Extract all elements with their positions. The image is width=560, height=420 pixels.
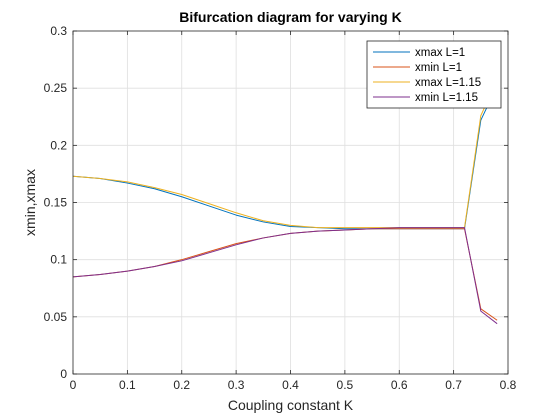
chart-title: Bifurcation diagram for varying K — [179, 9, 401, 25]
y-tick-label: 0.05 — [44, 310, 68, 324]
series-lines — [72, 79, 498, 325]
y-tick-label: 0.1 — [50, 253, 67, 267]
y-tick-label: 0.2 — [50, 138, 67, 152]
x-tick-label: 0.2 — [173, 378, 190, 392]
y-axis-label: xmin,xmax — [22, 169, 38, 236]
ticks — [72, 30, 509, 375]
y-tick-label: 0.3 — [50, 24, 67, 38]
y-tick-label: 0 — [60, 367, 67, 381]
legend-items: xmax L=1 xmin L=1 xmax L=1.15 xmin L=1.15 — [373, 47, 481, 104]
x-tick-label: 0.1 — [119, 378, 136, 392]
x-axis-label: Coupling constant K — [228, 397, 354, 413]
y-tick-labels: 0 0.05 0.1 0.15 0.2 0.25 0.3 — [44, 24, 68, 381]
legend: xmax L=1 xmin L=1 xmax L=1.15 xmin L=1.15 — [366, 40, 502, 109]
y-tick-label: 0.15 — [44, 196, 68, 210]
x-tick-label: 0.6 — [391, 378, 408, 392]
grid — [73, 31, 508, 374]
legend-label-2: xmin L=1 — [415, 62, 462, 74]
x-tick-label: 0.5 — [337, 378, 354, 392]
legend-label-1: xmax L=1 — [415, 47, 465, 59]
x-tick-label: 0.8 — [500, 378, 517, 392]
y-tick-label: 0.25 — [44, 81, 68, 95]
x-tick-label: 0.3 — [228, 378, 245, 392]
series-line-4 — [72, 227, 498, 325]
x-tick-label: 0.7 — [445, 378, 462, 392]
legend-label-3: xmax L=1.15 — [415, 77, 481, 89]
x-tick-label: 0.4 — [282, 378, 299, 392]
legend-label-4: xmin L=1.15 — [415, 92, 478, 104]
x-tick-labels: 0 0.1 0.2 0.3 0.4 0.5 0.6 0.7 0.8 — [70, 378, 517, 392]
x-tick-label: 0 — [70, 378, 77, 392]
